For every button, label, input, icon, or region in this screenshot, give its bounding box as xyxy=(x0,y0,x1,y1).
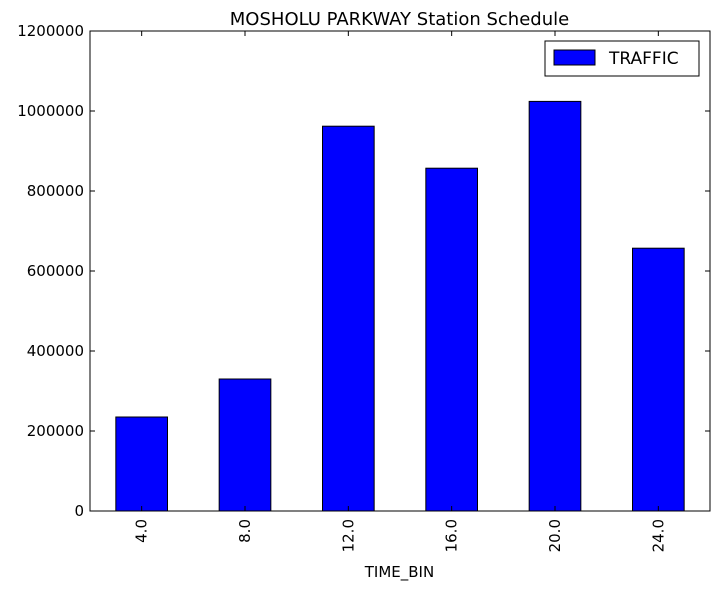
bar-24.0 xyxy=(632,247,685,512)
y-tick-label: 1200000 xyxy=(17,22,84,40)
bar-4.0 xyxy=(115,416,168,512)
legend-label-traffic: TRAFFIC xyxy=(608,49,679,69)
y-tick-label: 400000 xyxy=(27,342,84,360)
y-tick-label: 200000 xyxy=(27,422,84,440)
x-tick-label: 20.0 xyxy=(546,519,564,552)
legend: TRAFFIC xyxy=(544,40,700,77)
x-axis: 4.0 8.0 12.0 16.0 20.0 24.0 xyxy=(133,31,667,552)
legend-swatch-traffic xyxy=(553,49,596,66)
chart-title: MOSHOLU PARKWAY Station Schedule xyxy=(230,9,569,30)
x-tick-label: 24.0 xyxy=(649,519,667,552)
y-tick-label: 600000 xyxy=(27,262,84,280)
x-tick-label: 4.0 xyxy=(133,519,151,543)
bar-8.0 xyxy=(218,378,272,512)
bar-20.0 xyxy=(528,100,582,512)
y-tick-label: 800000 xyxy=(27,182,84,200)
y-tick-label: 1000000 xyxy=(17,102,84,120)
y-tick-label: 0 xyxy=(74,502,84,520)
bar-16.0 xyxy=(425,167,478,512)
bars-layer xyxy=(115,100,685,512)
x-tick-label: 12.0 xyxy=(339,519,357,552)
x-axis-label: TIME_BIN xyxy=(364,563,434,582)
y-axis: 0 200000 400000 600000 800000 1000000 1200000 xyxy=(17,22,710,520)
x-tick-label: 16.0 xyxy=(443,519,461,552)
bar-12.0 xyxy=(322,125,375,512)
x-tick-label: 8.0 xyxy=(236,519,254,543)
